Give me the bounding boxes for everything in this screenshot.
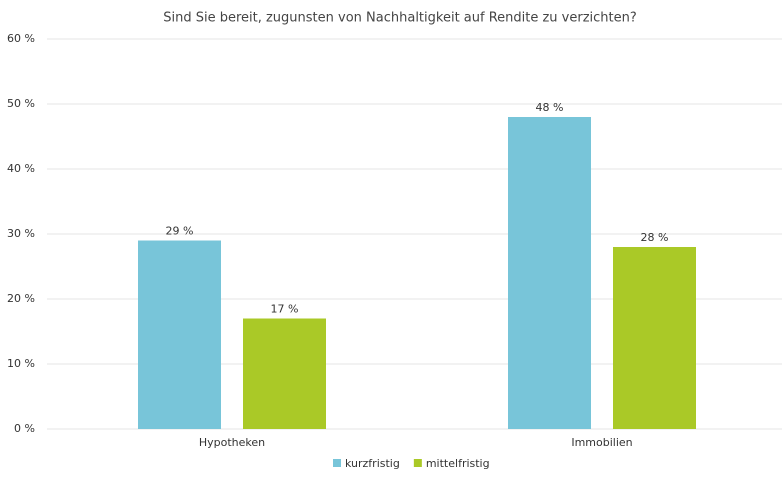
value-label: 17 % [271,303,299,316]
value-label: 48 % [536,101,564,114]
legend-label: kurzfristig [345,457,400,470]
chart-title: Sind Sie bereit, zugunsten von Nachhalti… [163,11,637,26]
value-label: 28 % [641,231,669,244]
y-tick-label: 20 % [7,292,35,305]
bar [613,247,696,429]
y-tick-label: 0 % [14,422,35,435]
y-tick-label: 60 % [7,32,35,45]
y-tick-label: 50 % [7,97,35,110]
value-label: 29 % [166,225,194,238]
legend-label: mittelfristig [426,457,490,470]
y-tick-label: 10 % [7,357,35,370]
y-tick-label: 40 % [7,162,35,175]
legend-swatch [333,459,341,467]
bar [508,117,591,429]
x-tick-label: Immobilien [571,436,632,449]
legend-swatch [413,459,422,467]
x-tick-label: Hypotheken [199,436,265,449]
bar [243,318,326,429]
y-tick-label: 30 % [7,227,35,240]
bar [138,240,221,429]
